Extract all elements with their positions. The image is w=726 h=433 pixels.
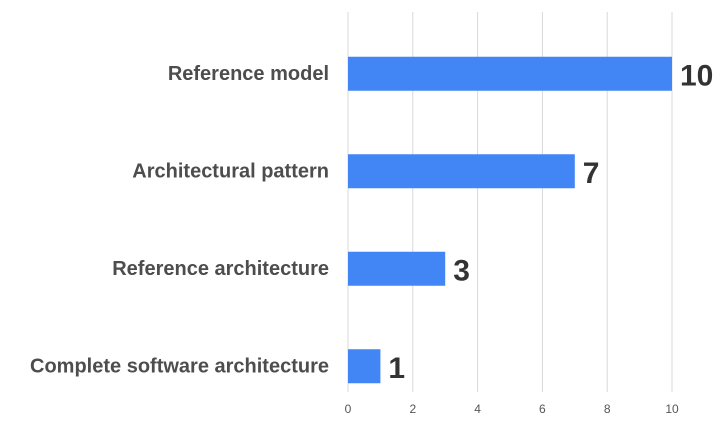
x-tick-label: 6	[539, 402, 546, 416]
x-tick-label: 2	[409, 402, 416, 416]
x-tick-label: 8	[604, 402, 611, 416]
x-tick-label: 0	[345, 402, 352, 416]
x-tick-label: 4	[474, 402, 481, 416]
x-tick-label: 10	[665, 402, 679, 416]
category-labels: Reference model Architectural pattern Refe…	[30, 63, 329, 378]
category-label: Complete software architecture	[30, 355, 329, 377]
bar	[348, 349, 381, 384]
data-label: 7	[583, 157, 600, 190]
category-label: Reference architecture	[112, 258, 329, 280]
category-label: Reference model	[168, 63, 329, 85]
x-axis-tick-labels: 0 2 4 6 8 10	[345, 402, 679, 416]
data-label: 1	[388, 352, 405, 385]
data-label: 3	[453, 254, 470, 287]
bar	[348, 251, 446, 286]
bar	[348, 154, 575, 189]
data-label: 10	[680, 59, 713, 92]
bars	[348, 56, 672, 384]
bar	[348, 56, 672, 91]
category-label: Architectural pattern	[132, 160, 329, 182]
data-labels: 10 7 3 1	[388, 59, 713, 385]
